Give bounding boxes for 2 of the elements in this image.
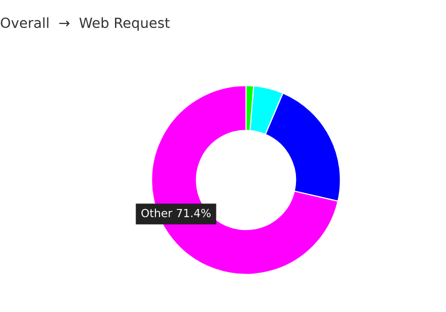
text: Other 71.4% [141,208,211,218]
chart-title: Overall → Web Request [0,17,170,31]
